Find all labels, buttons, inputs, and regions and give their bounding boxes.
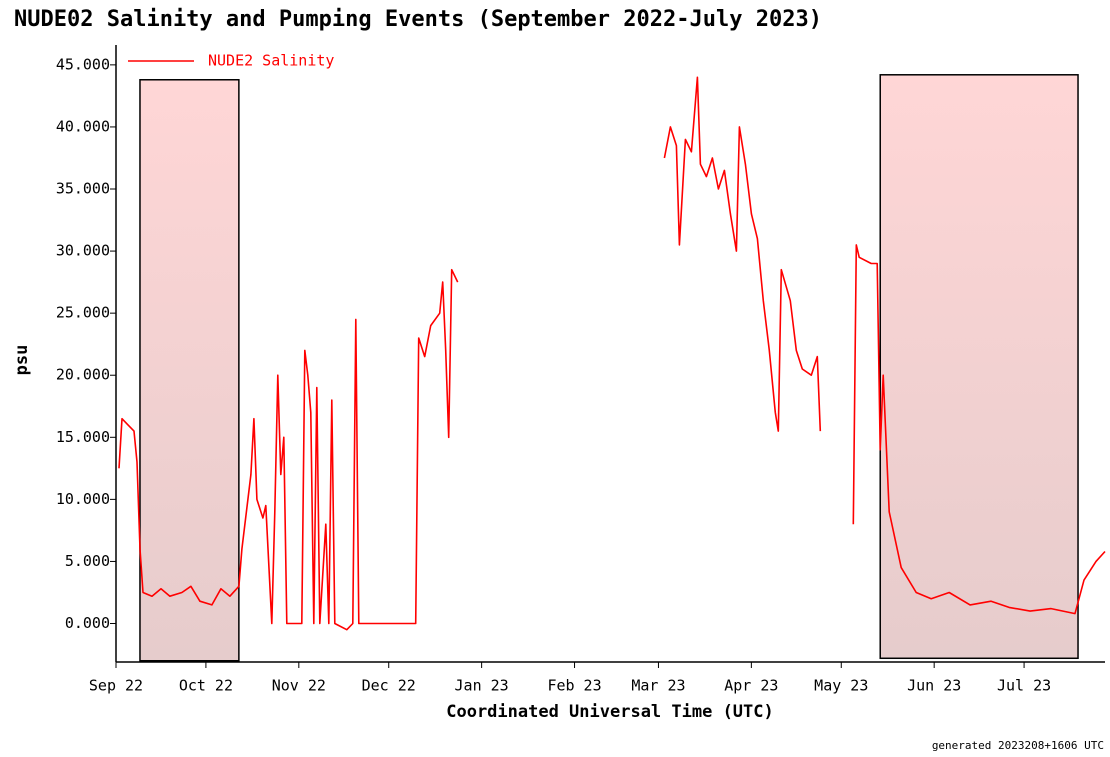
y-tick-label: 40.000	[56, 117, 110, 135]
y-tick-label: 30.000	[56, 242, 110, 260]
y-tick-label: 0.000	[65, 614, 110, 632]
y-axis-title: psu	[12, 345, 32, 376]
x-tick-label: May 23	[814, 677, 868, 695]
x-tick-label: Jan 23	[455, 677, 509, 695]
y-tick-label: 35.000	[56, 180, 110, 198]
chart-title: NUDE02 Salinity and Pumping Events (Sept…	[14, 7, 822, 32]
x-tick-label: Jun 23	[907, 677, 961, 695]
x-tick-label: Mar 23	[631, 677, 685, 695]
y-tick-label: 20.000	[56, 366, 110, 384]
x-tick-label: Nov 22	[272, 677, 326, 695]
x-tick-label: Feb 23	[547, 677, 601, 695]
footer: generated 2023208+1606 UTC	[932, 739, 1104, 752]
x-axis-title: Coordinated Universal Time (UTC)	[446, 702, 774, 722]
salinity-line	[852, 244, 1106, 615]
y-tick-label: 15.000	[56, 428, 110, 446]
pumping-event-region	[879, 74, 1079, 660]
x-tick-label: Sep 22	[89, 677, 143, 695]
y-tick-label: 10.000	[56, 490, 110, 508]
x-tick-label: Apr 23	[724, 677, 778, 695]
y-tick-label: 25.000	[56, 304, 110, 322]
y-tick-label: 45.000	[56, 55, 110, 73]
salinity-line	[663, 76, 822, 432]
legend-label: NUDE2 Salinity	[208, 52, 334, 70]
x-tick-label: Jul 23	[997, 677, 1051, 695]
x-tick-label: Dec 22	[362, 677, 416, 695]
salinity-line	[118, 268, 459, 631]
x-tick-label: Oct 22	[179, 677, 233, 695]
pumping-event-region	[139, 79, 240, 662]
y-tick-label: 5.000	[65, 552, 110, 570]
